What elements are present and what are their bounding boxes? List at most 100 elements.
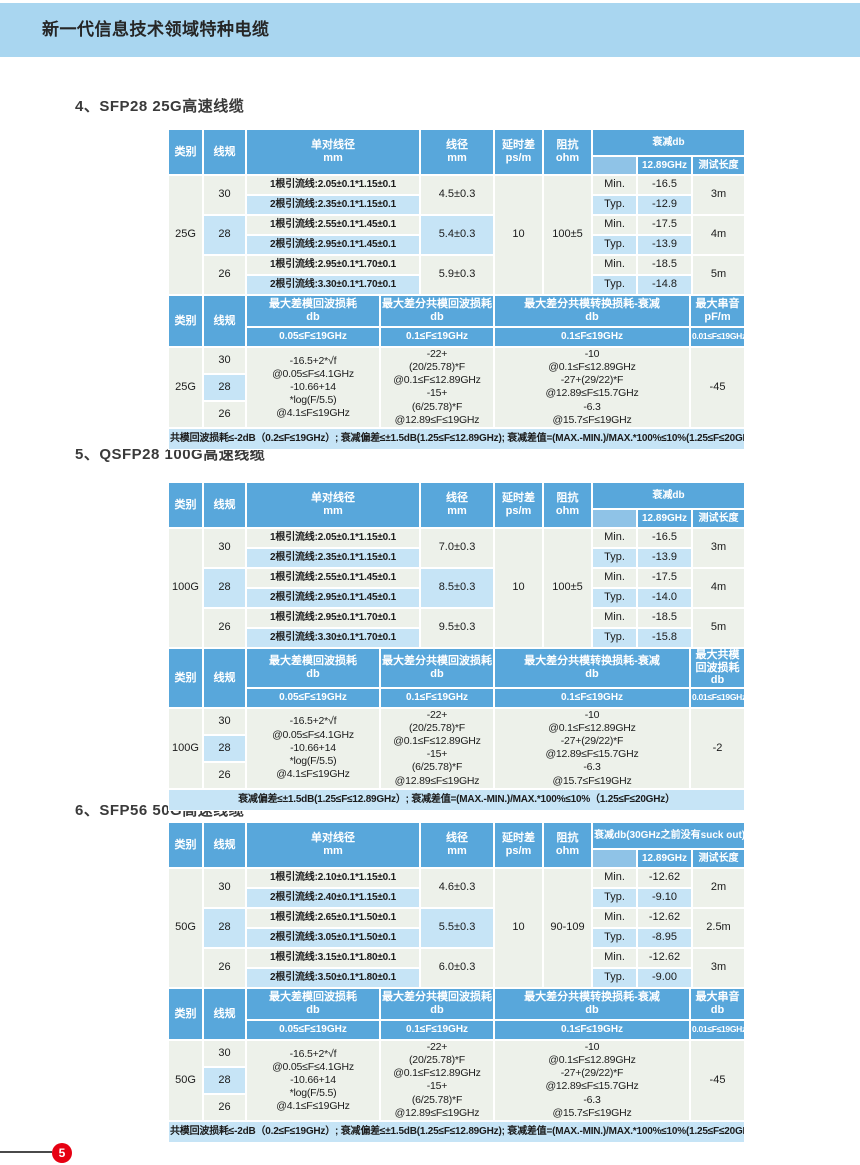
header-freq-range-cm: 0.01≤F≤19GHz — [690, 687, 745, 708]
header-mode-conversion-loss: 最大差分共模转换损耗-衰减 db — [494, 988, 690, 1020]
spec-table-100g: 类别 线规 单对线径 mm 线径 mm 延时差 ps/m 阻抗 ohm 衰减db… — [168, 482, 746, 648]
cell-test-length: 2m — [692, 868, 746, 908]
header-test-length: 测试长度 — [692, 849, 746, 868]
cell-cm-return-loss-value: -2 — [690, 707, 745, 789]
cell-cv-formula: -10 @0.1≤F≤12.89GHz -27+(29/22)*F @12.89… — [494, 347, 690, 428]
cell-typ-label: Typ. — [592, 588, 637, 608]
cell-wire1: 1根引流线:2.95±0.1*1.70±0.1 — [246, 608, 420, 628]
cell-gauge: 30 — [203, 175, 246, 215]
header-freq-range-crosstalk: 0.01≤F≤19GHz — [690, 327, 745, 347]
cell-diameter: 6.0±0.3 — [420, 948, 494, 988]
header-gauge: 线规 — [203, 822, 246, 868]
cell-dm-formula: -16.5+2*√f @0.05≤F≤4.1GHz -10.66+14 *log… — [246, 347, 380, 428]
cell-typ-label: Typ. — [592, 968, 637, 988]
header-diff-return-loss: 最大差模回波损耗 db — [246, 648, 380, 688]
cell-wire1: 1根引流线:2.10±0.1*1.15±0.1 — [246, 868, 420, 888]
cell-diameter: 5.5±0.3 — [420, 908, 494, 948]
cell-typ-value: -14.0 — [637, 588, 692, 608]
cell-gauge: 30 — [203, 528, 246, 568]
cell-gauge: 28 — [203, 734, 246, 762]
header-diffcm-return-loss: 最大差分共模回波损耗 db — [380, 295, 494, 327]
header-freq-range-cv: 0.1≤F≤19GHz — [494, 327, 690, 347]
table-sfp28-25g: 类别 线规 单对线径 mm 线径 mm 延时差 ps/m 阻抗 ohm 衰减db… — [168, 129, 746, 450]
cell-category: 25G — [168, 175, 203, 295]
header-diameter: 线径 mm — [420, 482, 494, 528]
cell-crosstalk-value: -45 — [690, 1040, 745, 1121]
header-attenuation-spacer — [592, 156, 637, 175]
cell-gauge: 26 — [203, 761, 246, 789]
cell-wire1: 1根引流线:2.95±0.1*1.70±0.1 — [246, 255, 420, 275]
cell-min-value: -18.5 — [637, 255, 692, 275]
cell-diameter: 8.5±0.3 — [420, 568, 494, 608]
cell-wire2: 2根引流线:2.40±0.1*1.15±0.1 — [246, 888, 420, 908]
cell-typ-label: Typ. — [592, 628, 637, 648]
cell-impedance: 90-109 — [543, 868, 592, 988]
cell-category: 100G — [168, 707, 203, 789]
cell-min-label: Min. — [592, 215, 637, 235]
header-attenuation: 衰减db — [592, 482, 746, 509]
cell-typ-value: -9.00 — [637, 968, 692, 988]
header-category: 类别 — [168, 988, 203, 1040]
header-diff-return-loss: 最大差模回波损耗 db — [246, 988, 380, 1020]
cell-min-value: -12.62 — [637, 948, 692, 968]
header-gauge: 线规 — [203, 129, 246, 175]
cell-impedance: 100±5 — [543, 528, 592, 648]
header-pair-diameter: 单对线径 mm — [246, 482, 420, 528]
cell-dm-formula: -16.5+2*√f @0.05≤F≤4.1GHz -10.66+14 *log… — [246, 1040, 380, 1121]
cell-typ-label: Typ. — [592, 928, 637, 948]
cell-gauge: 26 — [203, 608, 246, 648]
header-category: 类别 — [168, 822, 203, 868]
table-footnote: 共模回波损耗≤-2dB（0.2≤F≤19GHz）; 衰减偏差≤±1.5dB(1.… — [168, 427, 745, 450]
header-diffcm-return-loss: 最大差分共模回波损耗 db — [380, 988, 494, 1020]
header-delay: 延时差 ps/m — [494, 482, 543, 528]
cell-wire1: 1根引流线:2.05±0.1*1.15±0.1 — [246, 528, 420, 548]
cell-wire1: 1根引流线:2.55±0.1*1.45±0.1 — [246, 215, 420, 235]
cell-min-value: -16.5 — [637, 528, 692, 548]
header-gauge: 线规 — [203, 482, 246, 528]
cell-min-label: Min. — [592, 908, 637, 928]
cell-crosstalk-value: -45 — [690, 347, 745, 428]
cell-wire1: 1根引流线:2.55±0.1*1.45±0.1 — [246, 568, 420, 588]
cell-gauge: 26 — [203, 255, 246, 295]
cell-category: 100G — [168, 528, 203, 648]
cell-category: 25G — [168, 347, 203, 428]
cell-gauge: 28 — [203, 215, 246, 255]
cell-min-value: -18.5 — [637, 608, 692, 628]
section-title-qsfp28: 5、QSFP28 100G高速线缆 — [75, 446, 266, 463]
cell-typ-value: -12.9 — [637, 195, 692, 215]
header-pair-diameter: 单对线径 mm — [246, 129, 420, 175]
table-footnote: 共模回波损耗≤-2dB（0.2≤F≤19GHz）; 衰减偏差≤±1.5dB(1.… — [168, 1120, 745, 1143]
header-freq-range-dc: 0.1≤F≤19GHz — [380, 1020, 494, 1040]
cell-min-label: Min. — [592, 948, 637, 968]
header-diameter: 线径 mm — [420, 822, 494, 868]
cell-min-value: -16.5 — [637, 175, 692, 195]
cell-gauge: 26 — [203, 1093, 246, 1121]
cell-typ-value: -13.9 — [637, 235, 692, 255]
cell-test-length: 4m — [692, 568, 746, 608]
cell-typ-value: -9.10 — [637, 888, 692, 908]
cell-wire1: 1根引流线:2.65±0.1*1.50±0.1 — [246, 908, 420, 928]
cell-wire2: 2根引流线:2.95±0.1*1.45±0.1 — [246, 235, 420, 255]
header-test-length: 测试长度 — [692, 156, 746, 175]
cell-wire2: 2根引流线:3.30±0.1*1.70±0.1 — [246, 275, 420, 295]
cell-diameter: 5.9±0.3 — [420, 255, 494, 295]
cell-min-label: Min. — [592, 528, 637, 548]
page-header-banner: 新一代信息技术领域特种电缆 — [0, 3, 860, 57]
cell-wire2: 2根引流线:3.30±0.1*1.70±0.1 — [246, 628, 420, 648]
cell-typ-label: Typ. — [592, 195, 637, 215]
header-impedance: 阻抗 ohm — [543, 822, 592, 868]
header-category: 类别 — [168, 648, 203, 708]
cell-delay: 10 — [494, 175, 543, 295]
header-delay: 延时差 ps/m — [494, 822, 543, 868]
header-category: 类别 — [168, 295, 203, 347]
cell-wire2: 2根引流线:2.35±0.1*1.15±0.1 — [246, 195, 420, 215]
cell-gauge: 30 — [203, 1040, 246, 1067]
header-freq-range-dc: 0.1≤F≤19GHz — [380, 327, 494, 347]
table-sfp56-50g: 类别 线规 单对线径 mm 线径 mm 延时差 ps/m 阻抗 ohm 衰减db… — [168, 822, 746, 1143]
table-qsfp28-100g: 类别 线规 单对线径 mm 线径 mm 延时差 ps/m 阻抗 ohm 衰减db… — [168, 482, 746, 811]
header-gauge: 线规 — [203, 988, 246, 1040]
page-number-line — [0, 1151, 52, 1153]
cell-delay: 10 — [494, 528, 543, 648]
cell-gauge: 28 — [203, 908, 246, 948]
cell-wire2: 2根引流线:2.35±0.1*1.15±0.1 — [246, 548, 420, 568]
